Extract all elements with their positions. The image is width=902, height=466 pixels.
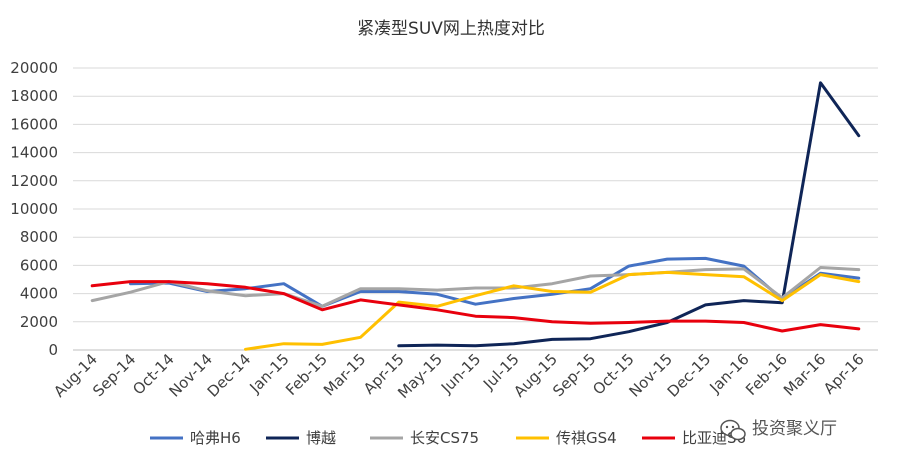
y-tick-label: 2000: [20, 313, 58, 331]
watermark: 投资聚义厅: [720, 419, 837, 441]
series-lines: [90, 81, 861, 351]
x-tick-label: Sep-14: [89, 350, 139, 400]
legend: 哈弗H6 博越 长安CS75 传祺GS4 比亚迪S6: [150, 429, 746, 447]
x-tick-label: Sep-15: [549, 350, 599, 400]
y-tick-label: 6000: [20, 256, 58, 274]
y-tick-label: 18000: [10, 87, 58, 105]
chart-title: 紧凑型SUV网上热度对比: [357, 19, 545, 39]
legend-label: 哈弗H6: [190, 429, 241, 447]
watermark-text: 投资聚义厅: [752, 419, 837, 439]
y-tick-label: 14000: [10, 144, 58, 162]
legend-label: 博越: [306, 429, 336, 447]
y-tick-label: 0: [48, 341, 58, 359]
y-tick-label: 16000: [10, 115, 58, 133]
series-line: [90, 266, 861, 308]
x-tick-label: Dec-15: [664, 350, 715, 401]
y-axis: 0 2000 4000 6000 8000 10000 12000 14000 16000 180…: [10, 59, 58, 359]
legend-label: 比亚迪S6: [682, 429, 746, 447]
wechat-icon: [720, 419, 746, 441]
series-line: [244, 270, 861, 351]
x-tick-label: Jun-15: [437, 350, 484, 397]
x-tick-label: Apr-16: [820, 350, 868, 398]
legend-label: 长安CS75: [410, 429, 479, 447]
x-tick-label: Dec-14: [204, 350, 255, 401]
series-line: [397, 81, 861, 348]
x-tick-label: Aug-15: [510, 350, 561, 401]
x-tick-label: Mar-15: [320, 350, 369, 399]
x-tick-label: Mar-16: [780, 350, 829, 399]
y-tick-label: 12000: [10, 172, 58, 190]
y-tick-label: 8000: [20, 228, 58, 246]
y-tick-label: 20000: [10, 59, 58, 77]
gridlines: [73, 67, 878, 351]
x-axis: Aug-14Sep-14Oct-14Nov-14Dec-14Jan-15Feb-…: [50, 350, 867, 402]
series-line: [90, 280, 861, 333]
y-tick-label: 4000: [20, 285, 58, 303]
y-tick-label: 10000: [10, 200, 58, 218]
legend-label: 传祺GS4: [556, 429, 617, 447]
